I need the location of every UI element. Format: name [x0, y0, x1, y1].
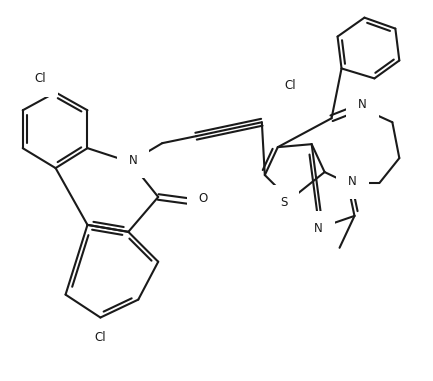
- Text: N: N: [129, 154, 138, 166]
- Text: Cl: Cl: [284, 79, 296, 92]
- Text: N: N: [348, 174, 357, 187]
- Text: N: N: [358, 98, 367, 111]
- Text: Cl: Cl: [95, 331, 106, 344]
- Text: N: N: [314, 223, 323, 235]
- Text: Cl: Cl: [35, 72, 46, 85]
- Text: O: O: [198, 192, 208, 205]
- Text: S: S: [280, 197, 288, 210]
